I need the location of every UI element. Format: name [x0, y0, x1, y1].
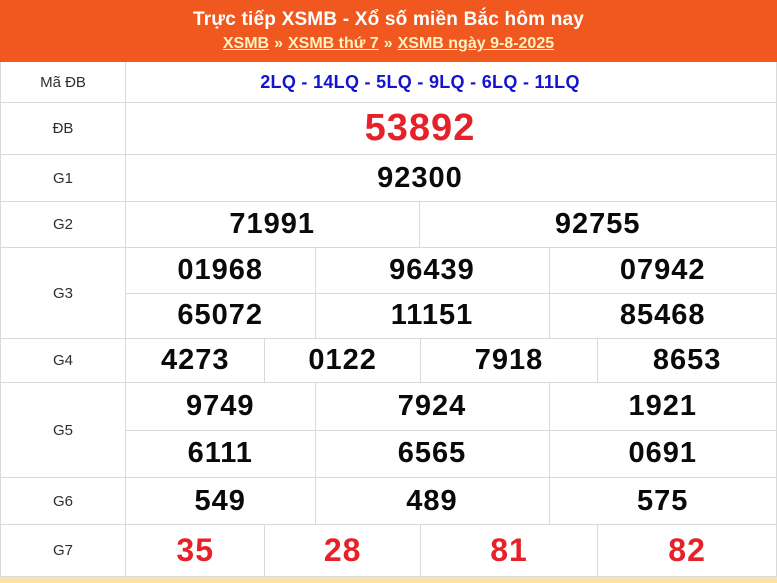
prize-subrow: 35 28 81 82: [126, 525, 776, 576]
row-label-g7: G7: [1, 525, 126, 576]
prize-g3-value: 11151: [314, 293, 549, 338]
prize-cells-g5: 9749 7924 1921 6111 6565 0691: [126, 383, 776, 477]
prize-g7-value: 81: [419, 525, 597, 576]
row-label-g6: G6: [1, 478, 126, 524]
breadcrumb-link-3[interactable]: XSMB ngày 9-8-2025: [397, 35, 555, 52]
prize-g3-value: 65072: [177, 299, 264, 332]
row-label-g1: G1: [1, 155, 126, 201]
prize-subrow: 92300: [126, 155, 776, 201]
breadcrumb-link-1[interactable]: XSMB: [222, 35, 270, 52]
row-label-db: ĐB: [1, 103, 126, 154]
prize-g7-value: 28: [264, 525, 419, 576]
prize-g5-value: 9749: [185, 389, 255, 422]
row-label-g2: G2: [1, 202, 126, 247]
header-banner: Trực tiếp XSMB - Xổ số miền Bắc hôm nay …: [0, 0, 777, 62]
prize-g4-value: 4273: [160, 344, 230, 376]
prize-madb-value: 2LQ - 14LQ - 5LQ - 9LQ - 6LQ - 11LQ: [260, 71, 580, 92]
prize-row-g1: G1 92300: [1, 155, 776, 202]
prize-g3-value: 85468: [548, 293, 777, 338]
prize-subrow: 549 489 575: [126, 478, 776, 524]
prize-row-madb: Mã ĐB 2LQ - 14LQ - 5LQ - 9LQ - 6LQ - 11LQ: [1, 62, 776, 103]
prize-cells-g6: 549 489 575: [126, 478, 776, 524]
bottom-strip: [0, 577, 777, 583]
prize-row-g5: G5 9749 7924 1921 6111 6565 0691: [1, 383, 776, 478]
prize-row-g4: G4 4273 0122 7918 8653: [1, 339, 776, 383]
prize-subrow: 4273 0122 7918 8653: [126, 339, 776, 382]
prize-g3-value: 07942: [548, 248, 777, 293]
prize-row-g7: G7 35 28 81 82: [1, 525, 776, 577]
prize-cells-madb: 2LQ - 14LQ - 5LQ - 9LQ - 6LQ - 11LQ: [126, 62, 776, 102]
prize-subrow: 6111 6565 0691: [126, 429, 777, 477]
prize-g6-value: 575: [548, 478, 777, 524]
prize-g4-value: 8653: [597, 339, 776, 382]
row-label-g4: G4: [1, 339, 126, 382]
prize-g3-value: 96439: [314, 248, 549, 293]
prize-cells-g7: 35 28 81 82: [126, 525, 776, 576]
prize-g4-value: 0122: [264, 339, 419, 382]
prize-row-g6: G6 549 489 575: [1, 478, 776, 525]
prize-g4-value: 7918: [419, 339, 597, 382]
breadcrumb-link-2[interactable]: XSMB thứ 7: [288, 35, 379, 52]
prize-g5-value: 6111: [187, 437, 253, 470]
prize-subrow: 71991 92755: [126, 202, 776, 247]
prize-subrow: 9749 7924 1921: [126, 383, 776, 430]
prize-g3-value: 01968: [177, 253, 264, 286]
prize-g2-value: 92755: [418, 202, 777, 247]
prize-row-db: ĐB 53892: [1, 103, 776, 155]
prize-cells-g4: 4273 0122 7918 8653: [126, 339, 776, 382]
prize-g7-value: 82: [597, 525, 776, 576]
prize-subrow: 65072 11151 85468: [126, 292, 777, 338]
results-table: Mã ĐB 2LQ - 14LQ - 5LQ - 9LQ - 6LQ - 11LQ…: [0, 62, 777, 577]
row-label-g5: G5: [1, 383, 126, 477]
prize-cells-g2: 71991 92755: [126, 202, 776, 247]
row-label-g3: G3: [1, 248, 126, 338]
prize-g6-value: 489: [314, 478, 549, 524]
prize-subrow: 53892: [126, 103, 776, 154]
prize-g5-value: 1921: [548, 383, 777, 430]
prize-cells-g3: 01968 96439 07942 65072 11151 85468: [126, 248, 776, 338]
prize-row-g3: G3 01968 96439 07942 65072 11151 85468: [1, 248, 776, 339]
prize-subrow: 2LQ - 14LQ - 5LQ - 9LQ - 6LQ - 11LQ: [126, 62, 776, 102]
prize-row-g2: G2 71991 92755: [1, 202, 776, 248]
prize-subrow: 01968 96439 07942: [126, 248, 776, 293]
prize-g6-value: 549: [194, 484, 246, 517]
prize-g1-value: 92300: [377, 161, 463, 194]
prize-g5-value: 7924: [314, 383, 549, 430]
breadcrumb: XSMB» XSMB thứ 7» XSMB ngày 9-8-2025: [0, 33, 777, 55]
prize-g7-value: 35: [176, 532, 215, 568]
prize-cells-db: 53892: [126, 103, 776, 154]
prize-g5-value: 6565: [314, 430, 549, 477]
prize-g2-value: 71991: [229, 208, 316, 240]
breadcrumb-separator: »: [383, 35, 393, 52]
row-label-madb: Mã ĐB: [1, 62, 126, 102]
breadcrumb-separator: »: [274, 35, 283, 52]
prize-db-value: 53892: [364, 107, 476, 149]
prize-g5-value: 0691: [548, 430, 777, 477]
page-title: Trực tiếp XSMB - Xổ số miền Bắc hôm nay: [192, 9, 585, 30]
prize-cells-g1: 92300: [126, 155, 776, 201]
